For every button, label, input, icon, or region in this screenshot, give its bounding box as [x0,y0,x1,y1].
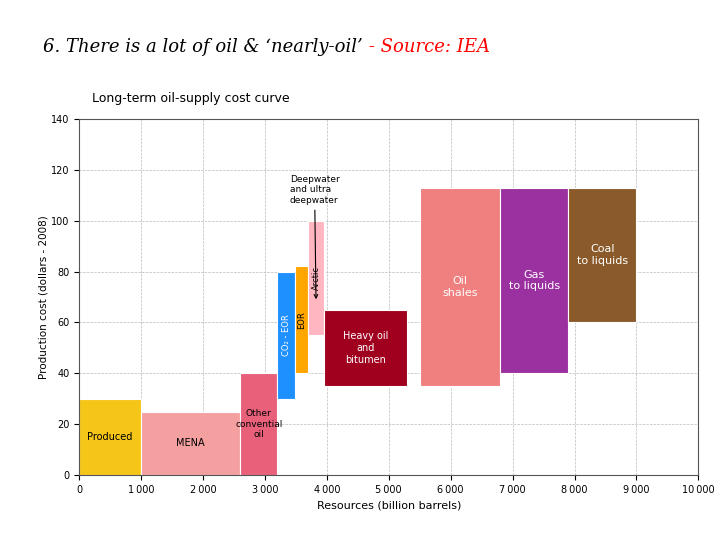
Text: Deepwater
and ultra
deepwater: Deepwater and ultra deepwater [289,175,339,298]
Text: 6. There is a lot of oil & ‘nearly-oil’: 6. There is a lot of oil & ‘nearly-oil’ [43,38,363,56]
Text: Gas
to liquids: Gas to liquids [509,269,560,291]
Bar [568,187,636,322]
Text: Other
convential
oil: Other convential oil [235,409,282,439]
Text: Arctic: Arctic [312,266,320,290]
Bar [420,187,500,386]
Y-axis label: Production cost (dollars - 2008): Production cost (dollars - 2008) [38,215,48,379]
Text: - Source: IEA: - Source: IEA [363,38,490,56]
Text: Long-term oil-supply cost curve: Long-term oil-supply cost curve [91,92,289,105]
X-axis label: Resources (billion barrels): Resources (billion barrels) [317,501,461,510]
Text: Heavy oil
and
bitumen: Heavy oil and bitumen [343,332,388,364]
Bar [324,310,408,386]
Bar [141,411,240,475]
Bar [277,272,294,399]
Text: Produced: Produced [87,432,133,442]
Text: Oil
shales: Oil shales [442,276,478,298]
Bar [79,399,141,475]
Bar [294,266,308,373]
Bar [500,187,568,373]
Text: EOR: EOR [297,311,306,329]
Bar [240,373,277,475]
Text: Coal
to liquids: Coal to liquids [577,244,628,266]
Bar [308,221,324,335]
Text: MENA: MENA [176,438,205,448]
Text: CO₂ - EOR: CO₂ - EOR [282,314,290,356]
